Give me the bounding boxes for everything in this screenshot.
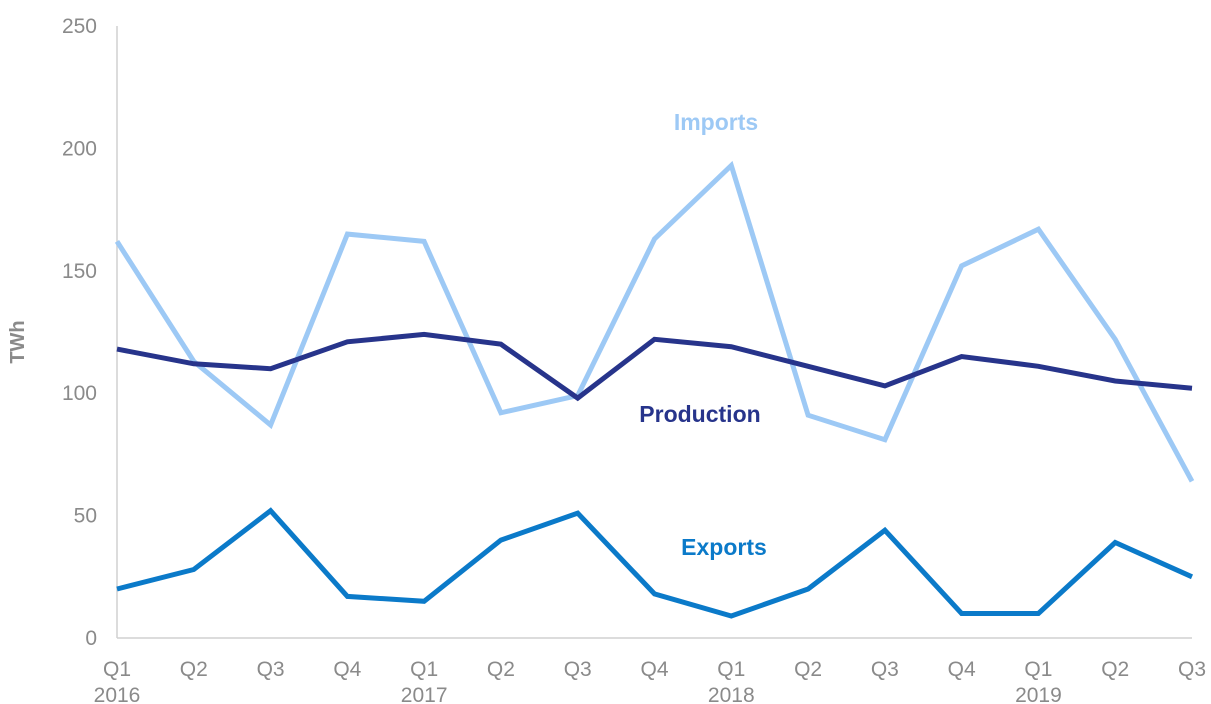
series-line-production — [116, 331, 1193, 402]
x-tick-label: Q4 — [948, 658, 976, 681]
series-label-imports: Imports — [674, 109, 758, 135]
y-tick-label: 150 — [62, 260, 97, 283]
series-labels: Imports Production Exports — [639, 109, 767, 560]
x-tick-label: Q1 — [1024, 658, 1052, 681]
y-tick-label: 200 — [62, 137, 97, 160]
x-tick-label: Q3 — [1178, 658, 1206, 681]
x-tick-label: Q2 — [794, 658, 822, 681]
axes — [116, 26, 1192, 639]
series-label-exports: Exports — [681, 534, 767, 560]
x-tick-label: Q3 — [564, 658, 592, 681]
year-label: 2016 — [94, 684, 141, 704]
series-label-production: Production — [639, 401, 760, 427]
x-tick-label: Q2 — [487, 658, 515, 681]
year-label: 2019 — [1015, 684, 1062, 704]
x-tick-label: Q2 — [1101, 658, 1129, 681]
year-labels: 2016 2017 2018 2019 — [94, 684, 1062, 704]
x-tick-label: Q4 — [640, 658, 668, 681]
y-tick-label: 0 — [85, 627, 97, 650]
y-tick-label: 100 — [62, 382, 97, 405]
x-tick-label: Q3 — [871, 658, 899, 681]
y-tick-label: 250 — [62, 15, 97, 38]
series-lines — [114, 160, 1195, 619]
x-tick-label: Q3 — [257, 658, 285, 681]
series-line-imports — [114, 160, 1195, 483]
y-tick-label: 50 — [74, 505, 97, 528]
year-label: 2018 — [708, 684, 755, 704]
x-tick-labels: Q1 Q2 Q3 Q4 Q1 Q2 Q3 Q4 Q1 Q2 Q3 Q4 Q1 Q2 Q3 — [103, 658, 1206, 681]
x-tick-label: Q4 — [333, 658, 361, 681]
year-label: 2017 — [401, 684, 448, 704]
y-axis-label: TWh — [7, 320, 29, 363]
series-line-exports — [116, 507, 1194, 619]
x-tick-label: Q1 — [717, 658, 745, 681]
y-tick-labels: 0 50 100 150 200 250 — [62, 15, 97, 650]
x-tick-label: Q2 — [180, 658, 208, 681]
x-tick-label: Q1 — [103, 658, 131, 681]
x-tick-label: Q1 — [410, 658, 438, 681]
